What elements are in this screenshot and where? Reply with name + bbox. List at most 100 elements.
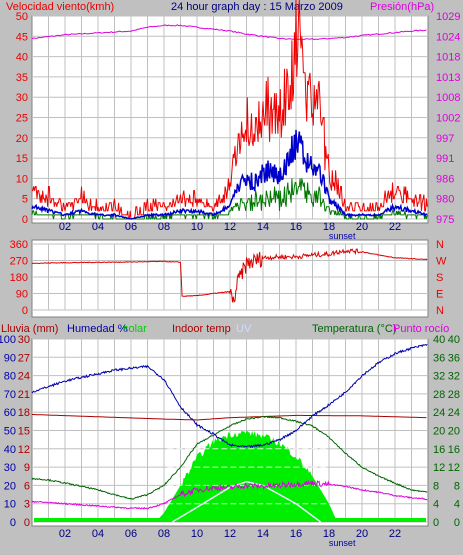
direction-tick-label: 180 — [10, 272, 28, 284]
wind-x-tick-label: 14 — [257, 221, 269, 233]
wind-speed-label: Velocidad viento(kmh) — [6, 1, 114, 13]
gust-line — [32, 0, 428, 220]
wind-tick-label: 30 — [16, 92, 28, 104]
pressure-line — [31, 24, 427, 41]
direction-tick-label: 360 — [10, 239, 28, 251]
wind-x-tick-label: 04 — [92, 221, 104, 233]
temp-x-tick-label: 02 — [59, 528, 71, 540]
temperature-tick-label: 16 — [433, 444, 445, 456]
temperature-tick-label: 40 — [433, 334, 445, 346]
rain-label: Lluvia (mm) — [1, 323, 58, 335]
humidity-tick-label: 10 — [4, 499, 16, 511]
temperature-tick-label-outer: 16 — [448, 444, 460, 456]
direction-tick-label: 0 — [22, 305, 28, 317]
temperature-tick-label: 32 — [433, 371, 445, 383]
rain-tick-label: 3 — [24, 499, 30, 511]
direction-tick-label: 270 — [10, 256, 28, 268]
wind-tick-label: 25 — [16, 113, 28, 125]
humidity-tick-label: 30 — [4, 462, 16, 474]
dew-point-line — [31, 479, 428, 510]
temperature-line — [31, 415, 428, 500]
wind-x-tick-label: 18 — [323, 221, 335, 233]
humidity-tick-label: 50 — [4, 426, 16, 438]
pressure-tick-label: 986 — [436, 173, 454, 185]
temperature-tick-label-outer: 8 — [454, 480, 460, 492]
temp-x-tick-label: 14 — [257, 528, 269, 540]
indoor-temp-line — [32, 414, 427, 421]
humidity-tick-label: 80 — [4, 371, 16, 383]
wind-x-tick-label: 06 — [125, 221, 137, 233]
wind-tick-label: 35 — [16, 72, 28, 84]
wind-tick-label: 10 — [16, 173, 28, 185]
wind-x-tick-label: 20 — [356, 221, 368, 233]
temp-x-tick-label: 10 — [191, 528, 203, 540]
humidity-tick-label: 60 — [4, 407, 16, 419]
humidity-tick-label: 0 — [10, 517, 16, 529]
temp-x-tick-label: 22 — [389, 528, 401, 540]
sunset-label: sunset — [329, 231, 356, 241]
temp-x-tick-label: 12 — [224, 528, 236, 540]
temperature-tick-label: 12 — [433, 462, 445, 474]
rain-tick-label: 21 — [18, 389, 30, 401]
wind-x-tick-label: 16 — [290, 221, 302, 233]
humidity-line — [31, 343, 428, 449]
temp-x-tick-label: 18 — [323, 528, 335, 540]
rain-tick-label: 0 — [24, 517, 30, 529]
rain-tick-label: 12 — [18, 444, 30, 456]
rain-tick-label: 9 — [24, 462, 30, 474]
pressure-label: Presión(hPa) — [370, 1, 434, 13]
uv-label: UV — [236, 323, 252, 335]
sunset-label-bottom: sunset — [329, 538, 356, 548]
dew-point-label: Punto rocío — [393, 323, 449, 335]
pressure-tick-label: 1002 — [436, 113, 460, 125]
wind-tick-label: 40 — [16, 52, 28, 64]
temperature-tick-label: 0 — [433, 517, 439, 529]
pressure-tick-label: 1018 — [436, 52, 460, 64]
humidity-tick-label: 70 — [4, 389, 16, 401]
temperature-tick-label-outer: 36 — [448, 352, 460, 364]
rain-tick-label: 6 — [24, 480, 30, 492]
pressure-tick-label: 997 — [436, 133, 454, 145]
temperature-tick-label: 20 — [433, 426, 445, 438]
temperature-tick-label-outer: 4 — [454, 499, 460, 511]
wind-speed-line — [31, 129, 428, 220]
pressure-tick-label: 1008 — [436, 92, 460, 104]
compass-tick-label: S — [436, 272, 443, 284]
compass-tick-label: W — [436, 256, 447, 268]
wind-x-tick-label: 02 — [59, 221, 71, 233]
temperature-tick-label: 24 — [433, 407, 445, 419]
humidity-tick-label: 100 — [0, 334, 16, 346]
temp-x-tick-label: 04 — [92, 528, 104, 540]
compass-tick-label: N — [436, 305, 444, 317]
indoor-temp-label: Indoor temp — [172, 323, 231, 335]
wind-tick-label: 45 — [16, 31, 28, 43]
rain-tick-label: 18 — [18, 407, 30, 419]
pressure-tick-label: 991 — [436, 153, 454, 165]
humidity-tick-label: 40 — [4, 444, 16, 456]
humidity-label: Humedad % — [67, 323, 128, 335]
wind-tick-label: 5 — [22, 194, 28, 206]
temperature-tick-label-outer: 32 — [448, 371, 460, 383]
temperature-tick-label-outer: 28 — [448, 389, 460, 401]
axis-labels: 0510152025303540455097598098699199710021… — [0, 11, 460, 548]
pressure-tick-label: 1013 — [436, 72, 460, 84]
series-lines — [31, 0, 428, 523]
temp-x-tick-label: 20 — [356, 528, 368, 540]
rain-tick-label: 24 — [18, 371, 30, 383]
humidity-tick-label: 20 — [4, 480, 16, 492]
solar-label: solar — [123, 323, 147, 335]
temp-x-tick-label: 08 — [158, 528, 170, 540]
uv-line — [171, 480, 322, 523]
temperature-tick-label: 36 — [433, 352, 445, 364]
pressure-tick-label: 1029 — [436, 11, 460, 23]
pressure-tick-label: 980 — [436, 194, 454, 206]
temperature-tick-label: 8 — [433, 480, 439, 492]
wind-x-tick-label: 10 — [191, 221, 203, 233]
temp-x-tick-label: 16 — [290, 528, 302, 540]
wind-tick-label: 15 — [16, 153, 28, 165]
temperature-tick-label-outer: 24 — [448, 407, 460, 419]
pressure-tick-label: 975 — [436, 214, 454, 226]
temperature-label: Temperatura (°C) — [312, 323, 396, 335]
rain-tick-label: 27 — [18, 352, 30, 364]
